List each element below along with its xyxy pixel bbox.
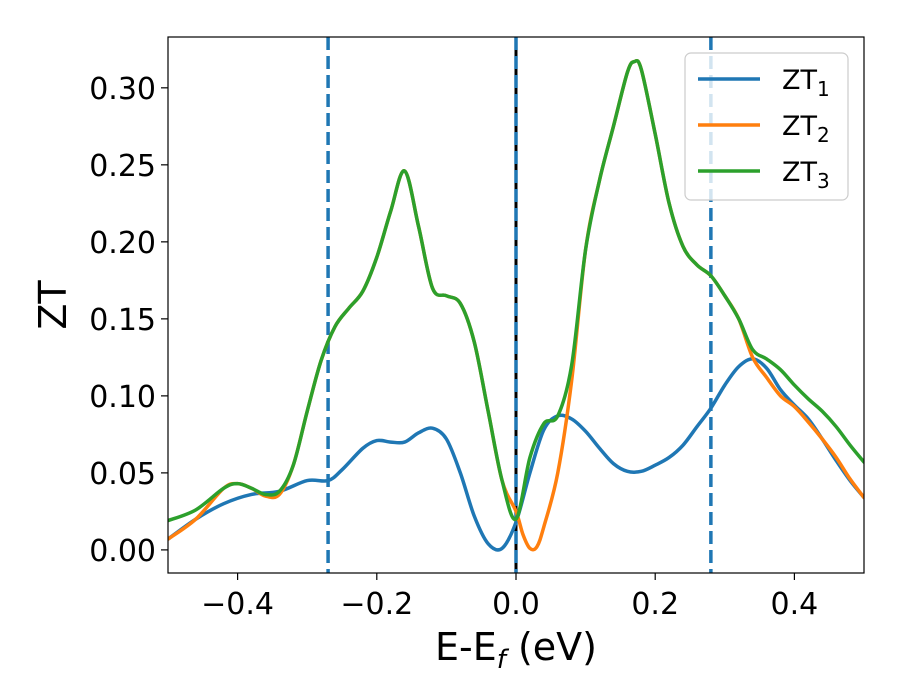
y-tick-label: 0.20 [89, 226, 156, 261]
legend-label-zt3: ZT3 [782, 157, 830, 193]
series-lines [168, 58, 864, 552]
y-axis-label: ZT [31, 280, 75, 330]
legend-box [684, 52, 849, 201]
x-tick-label: 0.2 [631, 587, 679, 622]
y-tick-label: 0.30 [89, 72, 156, 107]
series-line-zt3 [168, 58, 864, 523]
y-tick-label: 0.10 [89, 380, 156, 415]
y-tick-label: 0.25 [89, 149, 156, 184]
x-tick-label: −0.2 [340, 587, 413, 622]
x-tick-label: −0.4 [201, 587, 274, 622]
legend: ZT1 ZT2 ZT3 [684, 52, 849, 201]
x-axis-label: E-Ef (eV) [435, 625, 597, 675]
x-axis-label-unit: (eV) [506, 625, 597, 669]
y-axis-ticks: 0.00 0.05 0.10 0.15 0.20 0.25 0.30 [89, 72, 168, 569]
x-tick-label: 0.4 [771, 587, 819, 622]
legend-label-zt1: ZT1 [782, 65, 830, 101]
x-tick-label: 0.0 [492, 587, 540, 622]
legend-label-zt2: ZT2 [782, 111, 830, 147]
y-tick-label: 0.00 [89, 534, 156, 569]
y-tick-label: 0.05 [89, 457, 156, 492]
vertical-reference-lines [326, 37, 713, 573]
y-tick-label: 0.15 [89, 303, 156, 338]
x-axis-ticks: −0.4 −0.2 0.0 0.2 0.4 [201, 573, 818, 622]
